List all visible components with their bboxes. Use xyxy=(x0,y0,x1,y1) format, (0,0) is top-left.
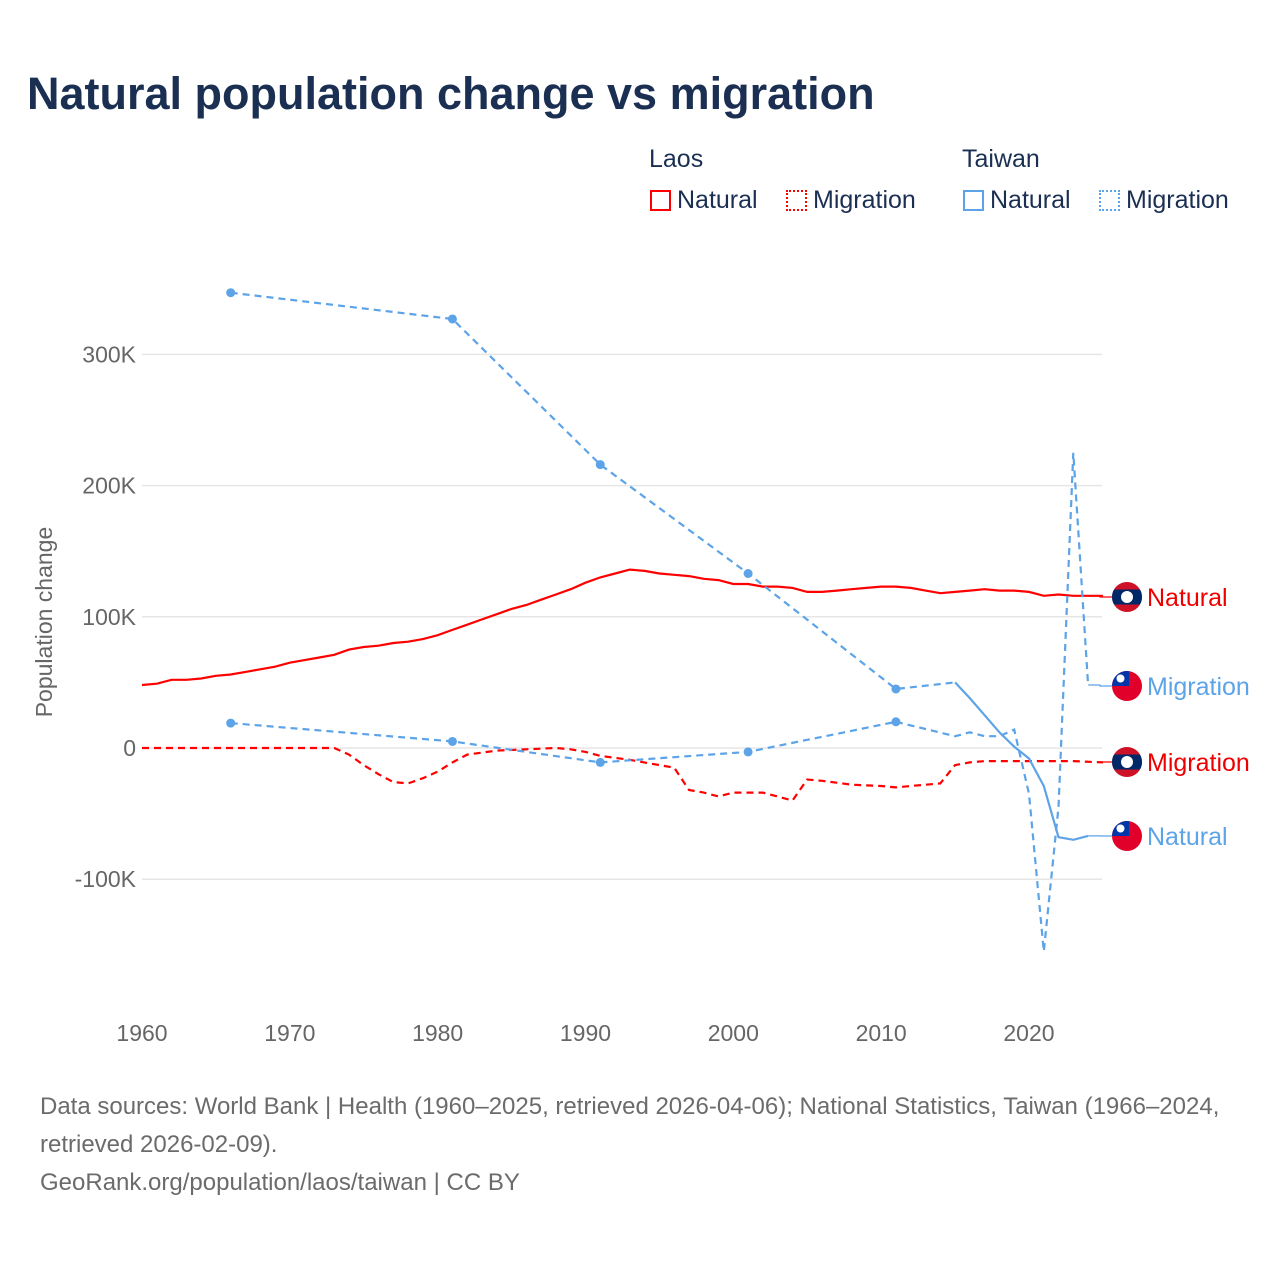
source-note: Data sources: World Bank | Health (1960–… xyxy=(40,1088,1260,1202)
flag-laos-icon xyxy=(1112,747,1142,777)
data-point xyxy=(743,747,753,757)
end-label-taiwan-migration: Migration xyxy=(1147,673,1250,701)
series-line xyxy=(895,452,1090,952)
legend-taiwan-migration[interactable]: Migration xyxy=(1099,186,1229,215)
legend-label: Migration xyxy=(1126,186,1229,214)
data-point xyxy=(595,460,605,470)
y-tick-label: 0 xyxy=(123,735,136,761)
x-tick-label: 2010 xyxy=(856,1020,907,1046)
data-point xyxy=(447,314,457,324)
chart-title: Natural population change vs migration xyxy=(27,68,875,119)
data-point xyxy=(595,757,605,767)
data-point xyxy=(226,718,236,728)
end-label-laos-natural: Natural xyxy=(1147,584,1228,612)
legend-label: Natural xyxy=(677,186,758,214)
data-point xyxy=(891,684,901,694)
legend-taiwan-natural[interactable]: Natural xyxy=(963,186,1071,215)
end-label-laos-migration: Migration xyxy=(1147,749,1250,777)
data-point xyxy=(891,717,901,727)
data-point xyxy=(226,288,236,298)
legend-swatch xyxy=(650,190,671,211)
end-label-taiwan-natural: Natural xyxy=(1147,823,1228,851)
series-laos-migration xyxy=(142,746,1103,802)
y-tick-label: -100K xyxy=(75,866,137,892)
data-point xyxy=(743,569,753,579)
data-sources: Data sources: World Bank | Health (1960–… xyxy=(40,1093,1220,1158)
end-label-connector xyxy=(1088,684,1112,687)
flag-taiwan-icon xyxy=(1112,821,1142,851)
series-line-sparse xyxy=(230,720,897,764)
series-line xyxy=(142,746,1103,802)
flag-laos-icon xyxy=(1112,582,1142,612)
legend-laos-migration[interactable]: Migration xyxy=(786,186,916,215)
legend-swatch xyxy=(1099,190,1120,211)
legend-group-laos: Laos xyxy=(649,145,704,173)
legend-label: Natural xyxy=(990,186,1071,214)
series-taiwan-migration xyxy=(226,452,1090,952)
legend-swatch xyxy=(786,190,807,211)
y-tick-label: 100K xyxy=(82,604,136,630)
series-taiwan-natural xyxy=(226,288,1089,841)
data-point xyxy=(447,736,457,746)
y-axis-label: Population change xyxy=(31,527,57,718)
series-line xyxy=(954,681,1089,841)
series-line-sparse xyxy=(230,291,956,691)
series-line xyxy=(141,568,1103,687)
x-tick-label: 1960 xyxy=(116,1020,167,1046)
x-tick-label: 1980 xyxy=(412,1020,463,1046)
legend-swatch xyxy=(963,190,984,211)
y-tick-label: 300K xyxy=(82,341,136,367)
legend-laos-natural[interactable]: Natural xyxy=(650,186,758,215)
x-tick-label: 2020 xyxy=(1003,1020,1054,1046)
attribution-link[interactable]: GeoRank.org/population/laos/taiwan | CC … xyxy=(40,1169,520,1196)
series-laos-natural xyxy=(141,568,1103,687)
end-label-connector xyxy=(1099,595,1112,598)
x-tick-label: 2000 xyxy=(708,1020,759,1046)
legend-label: Migration xyxy=(813,186,916,214)
flag-taiwan-icon xyxy=(1112,671,1142,701)
x-tick-label: 1990 xyxy=(560,1020,611,1046)
x-tick-label: 1970 xyxy=(264,1020,315,1046)
legend-group-taiwan: Taiwan xyxy=(962,145,1040,173)
y-tick-label: 200K xyxy=(82,473,136,499)
